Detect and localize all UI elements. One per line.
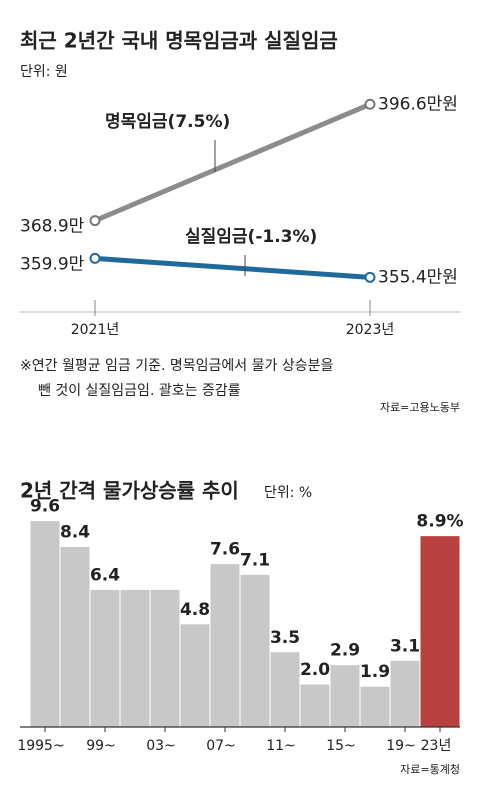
data-label: 3.1 — [390, 636, 420, 656]
chart-subtitle: 단위: % — [264, 485, 312, 501]
bar — [239, 573, 271, 728]
bar — [149, 588, 181, 728]
point — [364, 271, 376, 283]
bar — [59, 545, 91, 728]
point — [89, 215, 101, 227]
bar — [359, 685, 391, 728]
x-tick-label: 19~ — [386, 738, 416, 754]
note: ※연간 월평균 임금 기준. 명목임금에서 물가 상승분을 — [20, 358, 333, 374]
bar — [179, 623, 211, 728]
x-tick-label: 15~ — [326, 738, 356, 754]
data-label: 9.6 — [30, 497, 60, 517]
series-line — [94, 101, 371, 223]
x-tick-label: 2023년 — [346, 322, 395, 338]
data-label: 6.4 — [90, 565, 120, 585]
bar — [29, 520, 61, 728]
point — [364, 98, 376, 110]
value-label: 359.9만 — [20, 254, 85, 274]
data-label: 4.8 — [180, 600, 210, 620]
bar — [89, 588, 121, 728]
x-tick-label: 2021년 — [71, 322, 120, 338]
series-label: 명목임금(7.5%) — [105, 111, 230, 132]
bar — [299, 683, 331, 728]
bar — [269, 651, 301, 728]
value-label: 396.6만원 — [378, 94, 458, 114]
x-tick-label: 11~ — [266, 738, 296, 754]
x-tick-label: 1995~ — [17, 738, 64, 754]
bar — [209, 563, 241, 728]
source: 자료=고용노동부 — [380, 401, 460, 414]
data-label: 2.0 — [300, 660, 330, 680]
data-label: 1.9 — [360, 662, 390, 682]
data-label: 7.1 — [240, 550, 270, 570]
value-label: 355.4만원 — [378, 267, 458, 287]
chart-title: 2년 간격 물가상승률 추이 — [20, 479, 239, 503]
chart-subtitle: 단위: 원 — [20, 64, 68, 80]
x-tick-label: 03~ — [146, 738, 176, 754]
data-label: 3.5 — [270, 628, 300, 648]
bar — [389, 659, 421, 728]
note: 뺀 것이 실질임금임. 괄호는 증감률 — [38, 383, 241, 399]
bar — [419, 535, 461, 728]
chart-title: 최근 2년간 국내 명목임금과 실질임금 — [20, 29, 338, 53]
bar — [119, 588, 151, 728]
data-label: 2.9 — [330, 641, 360, 661]
value-label: 368.9만 — [20, 217, 85, 237]
x-tick-label: 23년 — [421, 738, 452, 754]
data-label: 8.4 — [60, 522, 90, 542]
bar — [329, 664, 361, 728]
series-line — [94, 255, 371, 280]
data-label: 7.6 — [210, 540, 240, 560]
series-label: 실질임금(-1.3%) — [185, 226, 317, 247]
x-tick-label: 99~ — [86, 738, 116, 754]
source: 자료=통계청 — [400, 763, 460, 776]
data-label: 8.9% — [416, 512, 463, 532]
x-tick-label: 07~ — [206, 738, 236, 754]
point — [89, 252, 101, 264]
